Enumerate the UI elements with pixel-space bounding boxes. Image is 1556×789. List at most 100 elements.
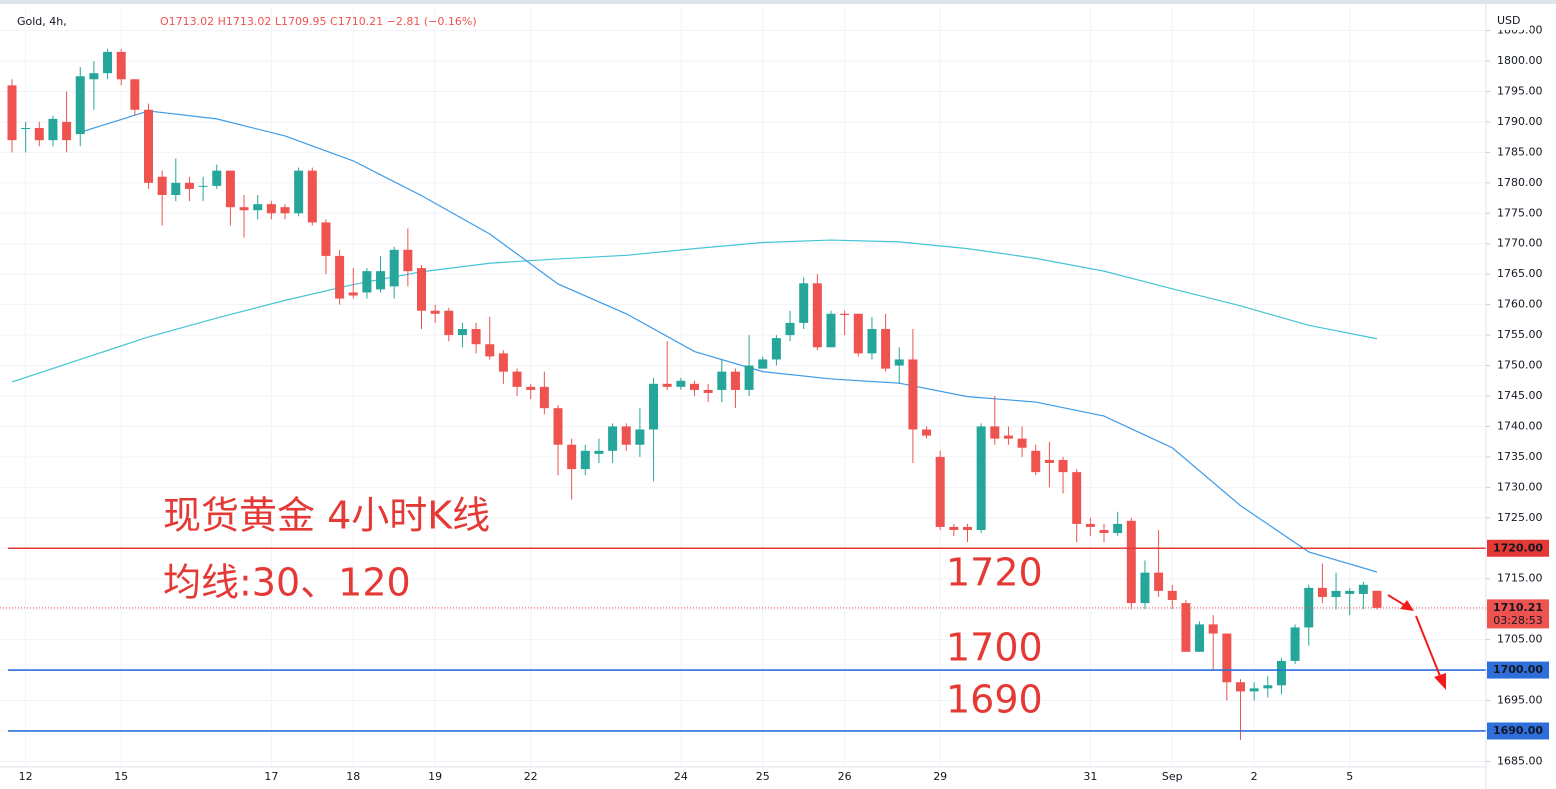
candle-body	[362, 271, 372, 293]
candle-body	[1331, 590, 1341, 597]
candle-body	[840, 313, 850, 315]
x-tick-label: 29	[933, 770, 947, 783]
candle-body	[1195, 624, 1205, 652]
annotation-level: 1690	[946, 678, 1043, 722]
candle-body	[853, 313, 863, 354]
candle-body	[34, 128, 44, 141]
candle-body	[376, 271, 386, 290]
candle-body	[1017, 438, 1027, 448]
candle-body	[1167, 590, 1177, 601]
candle-body	[1031, 450, 1041, 473]
y-tick-label: 1735.00	[1497, 450, 1543, 463]
y-tick-label: 1790.00	[1497, 115, 1543, 128]
candle-body	[1181, 603, 1191, 652]
candle-body	[1044, 459, 1054, 463]
candle-body	[225, 170, 235, 208]
candle-body	[935, 456, 945, 527]
candle-body	[826, 313, 836, 348]
x-tick-label: 18	[346, 770, 360, 783]
candle-body	[676, 380, 686, 387]
candle-body	[1085, 523, 1095, 527]
price-tag-label: 1700.00	[1493, 663, 1543, 676]
y-tick-label: 1705.00	[1497, 633, 1543, 646]
x-tick-label: 26	[838, 770, 852, 783]
candle-body	[1208, 624, 1218, 634]
candle-body	[198, 185, 208, 187]
candle-body	[130, 79, 140, 110]
candle-body	[1317, 587, 1327, 597]
candle-body	[184, 182, 194, 189]
candle-body	[485, 344, 495, 357]
candle-body	[867, 328, 877, 354]
candle-body	[1154, 572, 1164, 591]
candle-body	[403, 249, 413, 272]
candle-body	[1222, 633, 1232, 683]
x-tick-label: 22	[524, 770, 538, 783]
candle-body	[239, 207, 249, 211]
candle-body	[171, 182, 181, 196]
candle-body	[976, 426, 986, 530]
candle-body	[594, 450, 604, 454]
x-tick-label: 15	[114, 770, 128, 783]
candle-body	[157, 176, 167, 196]
candle-body	[580, 450, 590, 470]
candle-body	[703, 389, 713, 393]
annotation-title: 现货黄金 4小时K线	[163, 494, 490, 538]
annotation-level: 1700	[946, 626, 1043, 670]
candle-body	[1290, 627, 1300, 661]
y-tick-label: 1715.00	[1497, 572, 1543, 585]
candle-body	[294, 170, 304, 214]
candle-body	[430, 310, 440, 314]
candle-body	[307, 170, 317, 223]
candle-body	[526, 386, 536, 390]
x-tick-label: 2	[1251, 770, 1258, 783]
candle-body	[457, 328, 467, 336]
candle-body	[608, 426, 618, 451]
currency: USD	[1497, 14, 1521, 27]
x-tick-label: 24	[674, 770, 688, 783]
candle-body	[649, 383, 659, 430]
candle-body	[21, 128, 31, 130]
candle-body	[949, 526, 959, 530]
ohlc: O1713.02 H1713.02 L1709.95 C1710.21 −2.8…	[160, 15, 477, 28]
price-tag	[1487, 539, 1549, 557]
price-tag	[1487, 661, 1549, 679]
y-tick-label: 1795.00	[1497, 84, 1543, 97]
last-price-tag	[1487, 599, 1549, 629]
candle-body	[730, 371, 740, 390]
candle-body	[785, 322, 795, 336]
y-tick-label: 1780.00	[1497, 176, 1543, 189]
candle-body	[990, 426, 1000, 439]
candle-body	[1099, 529, 1109, 534]
candle-body	[1113, 523, 1123, 534]
candle-body	[417, 268, 426, 311]
candle-body	[1345, 590, 1355, 594]
candle-body	[116, 51, 126, 80]
y-tick-label: 1755.00	[1497, 328, 1543, 341]
x-tick-label: 19	[428, 770, 442, 783]
y-tick-label: 1760.00	[1497, 298, 1543, 311]
candle-body	[717, 371, 727, 390]
candle-body	[335, 255, 345, 299]
y-tick-label: 1770.00	[1497, 237, 1543, 250]
candle-body	[280, 207, 290, 214]
candle-body	[539, 386, 549, 409]
annotation-ma: 均线:30、120	[163, 561, 411, 605]
candle-body	[662, 383, 672, 387]
candle-body	[512, 371, 522, 387]
grid	[0, 6, 1486, 767]
arrow	[1387, 594, 1446, 690]
candle-body	[62, 121, 72, 141]
candle-body	[212, 170, 222, 186]
candle-body	[1372, 590, 1382, 608]
x-tick-label: 25	[756, 770, 770, 783]
y-tick-label: 1695.00	[1497, 694, 1543, 707]
candle-body	[89, 73, 99, 80]
candle-body	[444, 310, 454, 336]
candle-body	[894, 359, 904, 366]
candle-body	[567, 444, 577, 470]
candle-body	[1126, 520, 1136, 604]
y-tick-label: 1765.00	[1497, 267, 1543, 280]
candle-body	[471, 328, 481, 345]
candle-body	[881, 328, 891, 369]
